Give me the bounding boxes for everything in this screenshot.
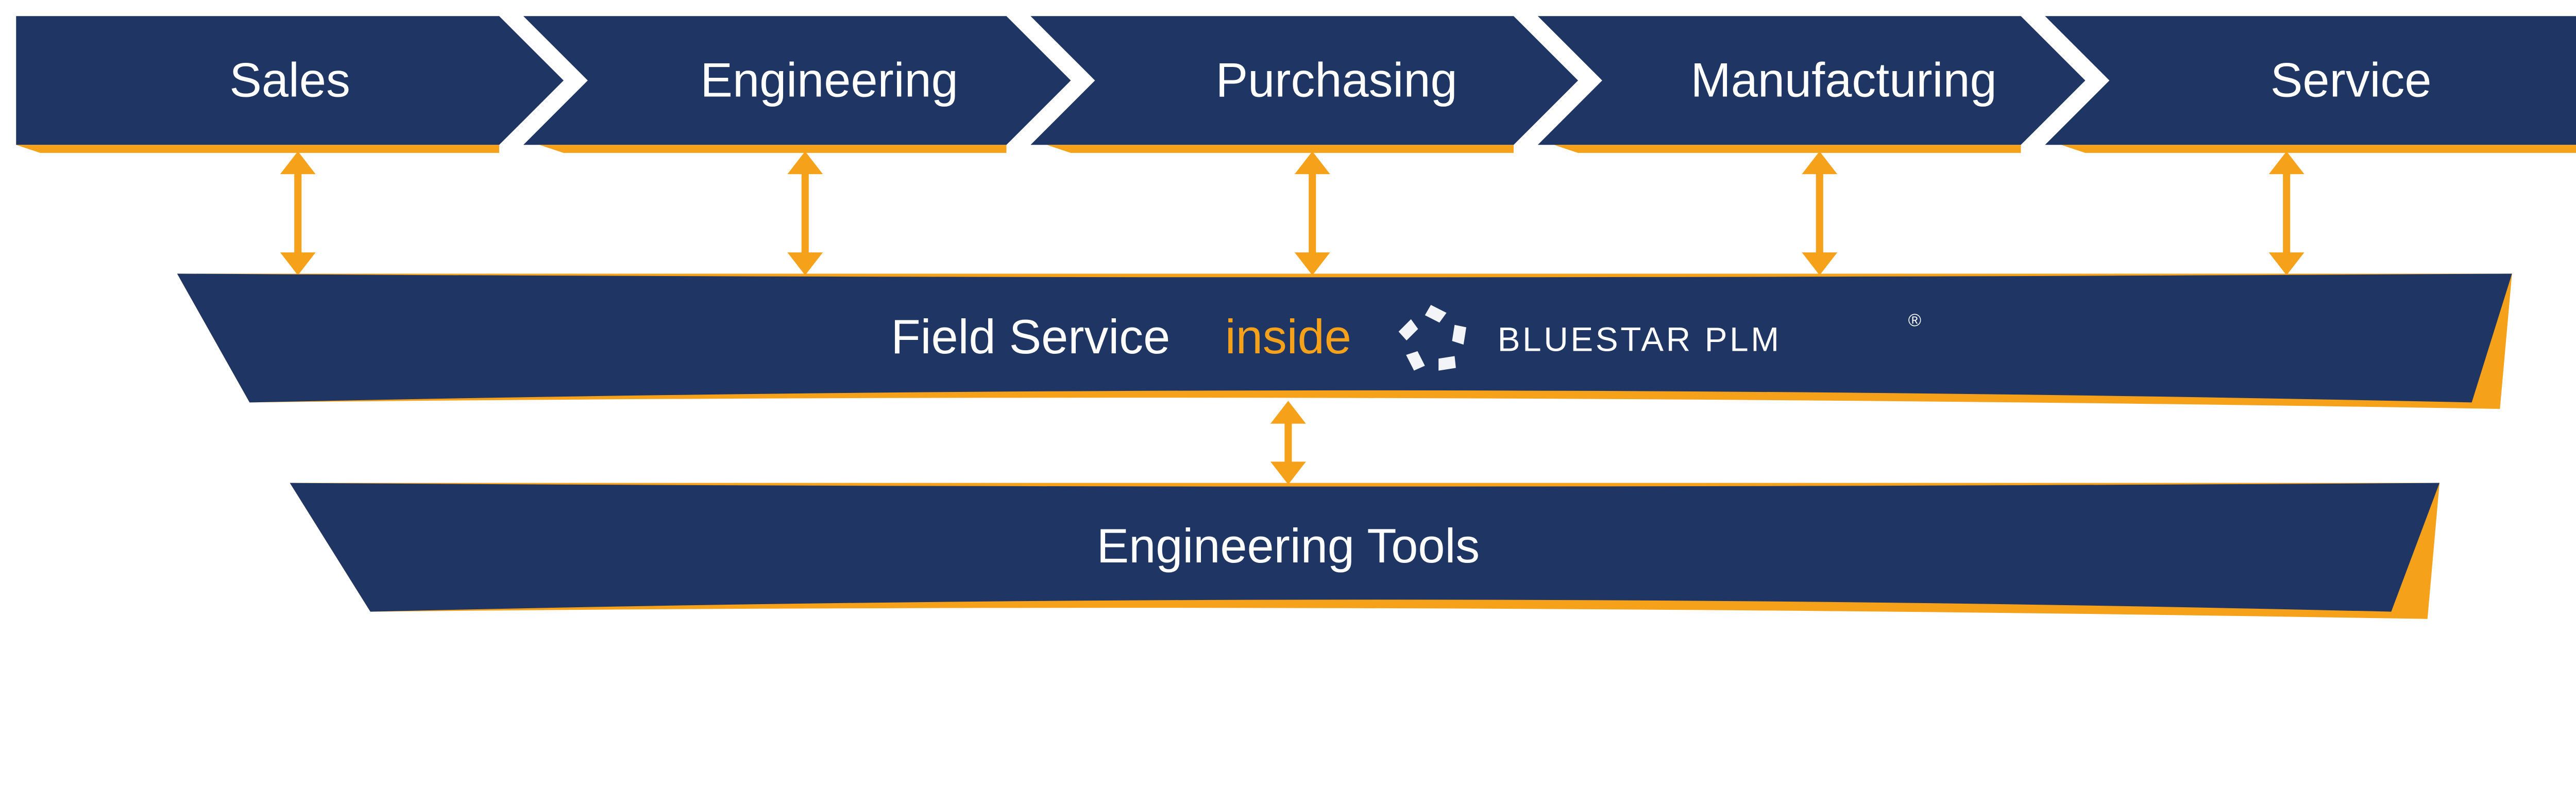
chevron-sales-underline xyxy=(16,145,499,153)
chevron-service-label: Service xyxy=(2270,53,2432,107)
chevron-service-underline xyxy=(2061,145,2576,153)
chevron-manufacturing-underline xyxy=(1554,145,2021,153)
band1-label-inside: inside xyxy=(1225,310,1351,364)
chevron-sales-label: Sales xyxy=(229,53,350,107)
arrow-service xyxy=(2269,151,2304,276)
bluestar-logo-text: BLUESTAR PLM xyxy=(1498,321,1782,358)
chevron-engineering-underline xyxy=(539,145,1006,153)
arrow-engineering xyxy=(787,151,823,276)
arrow-band1-band2 xyxy=(1270,401,1306,485)
chevron-purchasing-label: Purchasing xyxy=(1216,53,1458,107)
chevron-engineering-label: Engineering xyxy=(700,53,958,107)
arrow-purchasing xyxy=(1295,151,1330,276)
chevron-purchasing-underline xyxy=(1047,145,1514,153)
arrow-manufacturing xyxy=(1802,151,1837,276)
process-diagram: Sales Engineering Purchasing Manufacturing S… xyxy=(0,0,2576,629)
arrow-sales xyxy=(280,151,316,276)
band2-label: Engineering Tools xyxy=(1097,519,1480,573)
bluestar-logo-registered: ® xyxy=(1908,311,1921,330)
band1-label-left: Field Service xyxy=(891,310,1170,364)
chevron-manufacturing-label: Manufacturing xyxy=(1691,53,1997,107)
